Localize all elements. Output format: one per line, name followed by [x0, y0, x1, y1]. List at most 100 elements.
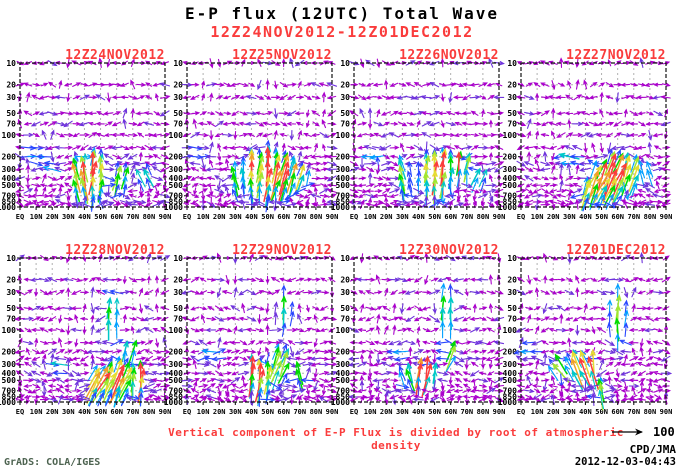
svg-text:EQ: EQ	[183, 408, 191, 416]
panel-date-title: 12Z28NOV2012	[65, 243, 165, 258]
svg-text:EQ: EQ	[16, 213, 24, 221]
svg-text:300: 300	[503, 360, 518, 369]
svg-text:10: 10	[173, 59, 183, 68]
svg-text:500: 500	[2, 181, 17, 190]
grads-stamp: GrADS: COLA/IGES	[4, 457, 101, 468]
svg-text:20: 20	[6, 81, 16, 90]
svg-text:10: 10	[507, 254, 517, 263]
svg-text:1000: 1000	[498, 398, 517, 407]
svg-text:300: 300	[2, 360, 17, 369]
svg-text:80N: 80N	[477, 213, 490, 221]
svg-text:EQ: EQ	[16, 408, 24, 416]
svg-text:700: 700	[2, 192, 17, 201]
svg-text:50N: 50N	[428, 408, 441, 416]
svg-text:30N: 30N	[396, 213, 409, 221]
svg-text:400: 400	[503, 174, 518, 183]
svg-text:60N: 60N	[277, 408, 290, 416]
svg-text:20: 20	[173, 81, 183, 90]
svg-text:30: 30	[6, 288, 16, 297]
svg-text:30N: 30N	[62, 213, 75, 221]
svg-text:10N: 10N	[197, 213, 210, 221]
credit-label: CPD/JMA	[629, 443, 676, 456]
svg-text:10N: 10N	[531, 408, 544, 416]
svg-text:850: 850	[2, 198, 17, 207]
panel-date-title: 12Z27NOV2012	[566, 48, 666, 63]
svg-text:100: 100	[503, 326, 518, 335]
figure-caption: Vertical component of E-P Flux is divide…	[168, 426, 624, 452]
svg-text:700: 700	[2, 387, 17, 396]
svg-text:EQ: EQ	[350, 408, 358, 416]
panel-date-title: 12Z01DEC2012	[566, 243, 666, 258]
svg-text:20: 20	[507, 276, 517, 285]
svg-text:90N: 90N	[159, 213, 172, 221]
svg-text:40N: 40N	[245, 213, 258, 221]
svg-text:400: 400	[503, 369, 518, 378]
svg-text:500: 500	[2, 376, 17, 385]
svg-text:700: 700	[503, 192, 518, 201]
svg-text:50N: 50N	[94, 213, 107, 221]
svg-text:90N: 90N	[326, 213, 339, 221]
reference-arrow-legend: 100	[610, 425, 675, 439]
svg-text:80N: 80N	[143, 408, 156, 416]
panel-date-title: 12Z24NOV2012	[65, 48, 165, 63]
panel-date-title: 12Z30NOV2012	[399, 243, 499, 258]
svg-text:50: 50	[6, 109, 16, 118]
svg-text:20N: 20N	[213, 213, 226, 221]
svg-text:500: 500	[169, 181, 184, 190]
svg-text:20: 20	[173, 276, 183, 285]
svg-text:EQ: EQ	[517, 213, 525, 221]
svg-text:700: 700	[169, 192, 184, 201]
svg-text:80N: 80N	[644, 213, 657, 221]
svg-text:100: 100	[169, 131, 184, 140]
svg-text:100: 100	[336, 326, 351, 335]
svg-text:200: 200	[169, 348, 184, 357]
svg-text:500: 500	[169, 376, 184, 385]
svg-text:500: 500	[503, 181, 518, 190]
svg-text:40N: 40N	[412, 408, 425, 416]
svg-text:60N: 60N	[277, 213, 290, 221]
svg-text:700: 700	[169, 387, 184, 396]
svg-text:200: 200	[2, 348, 17, 357]
svg-text:40N: 40N	[245, 408, 258, 416]
svg-text:50N: 50N	[428, 213, 441, 221]
svg-text:30: 30	[173, 93, 183, 102]
svg-text:500: 500	[336, 376, 351, 385]
panel-date-title: 12Z26NOV2012	[399, 48, 499, 63]
svg-text:1000: 1000	[498, 203, 517, 212]
svg-text:50N: 50N	[595, 408, 608, 416]
svg-text:100: 100	[2, 131, 17, 140]
svg-text:70N: 70N	[126, 213, 139, 221]
svg-text:90N: 90N	[493, 408, 506, 416]
svg-text:50N: 50N	[94, 408, 107, 416]
svg-text:1000: 1000	[164, 398, 183, 407]
svg-text:30N: 30N	[563, 408, 576, 416]
reference-arrow-icon	[612, 428, 643, 436]
svg-text:1000: 1000	[164, 203, 183, 212]
svg-text:70: 70	[6, 120, 16, 129]
svg-text:30: 30	[6, 93, 16, 102]
svg-text:90N: 90N	[493, 213, 506, 221]
svg-text:200: 200	[169, 153, 184, 162]
svg-text:30: 30	[507, 93, 517, 102]
svg-text:20N: 20N	[547, 408, 560, 416]
svg-text:50: 50	[507, 109, 517, 118]
svg-text:50: 50	[340, 109, 350, 118]
svg-text:30N: 30N	[396, 408, 409, 416]
reference-arrow-value: 100	[653, 425, 675, 439]
svg-text:50: 50	[507, 304, 517, 313]
page-title: E-P flux (12UTC) Total Wave	[184, 4, 500, 23]
svg-text:90N: 90N	[660, 408, 673, 416]
svg-text:700: 700	[503, 387, 518, 396]
svg-text:50N: 50N	[261, 408, 274, 416]
svg-text:10N: 10N	[531, 213, 544, 221]
svg-text:10N: 10N	[30, 408, 43, 416]
svg-text:850: 850	[336, 393, 351, 402]
svg-text:10N: 10N	[364, 408, 377, 416]
svg-text:10: 10	[507, 59, 517, 68]
panel-date-title: 12Z29NOV2012	[232, 243, 332, 258]
svg-text:400: 400	[336, 369, 351, 378]
svg-text:100: 100	[2, 326, 17, 335]
